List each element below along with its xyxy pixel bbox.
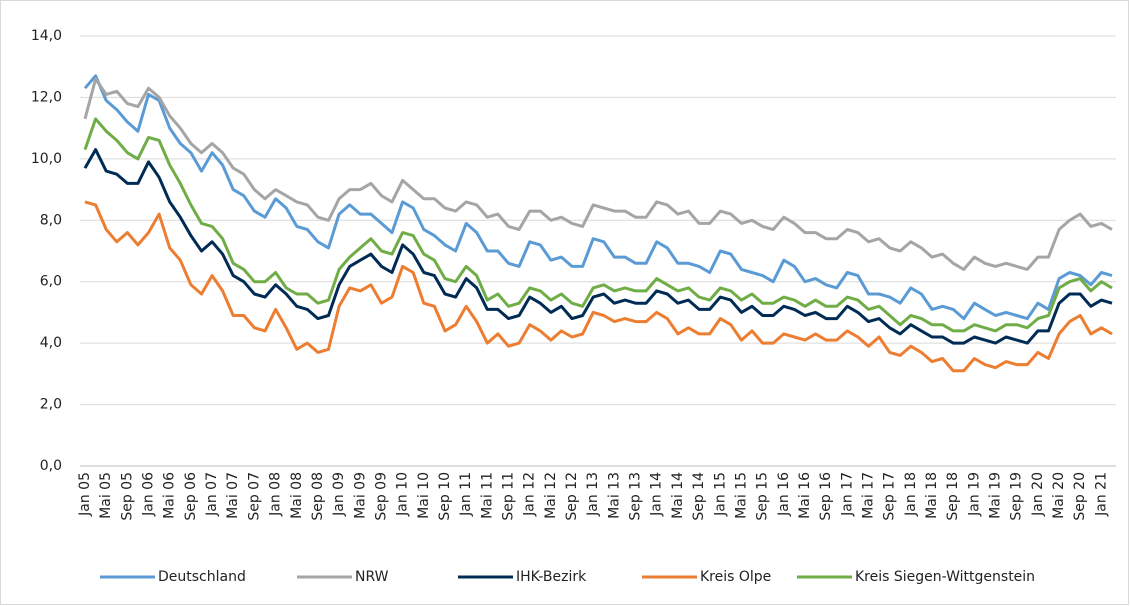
y-tick-label: 4,0 — [40, 335, 62, 351]
x-tick-label: Jan 18 — [903, 472, 919, 517]
x-tick-label: Jan 11 — [458, 472, 474, 517]
x-tick-label: Sep 05 — [119, 472, 135, 521]
y-tick-label: 8,0 — [40, 212, 62, 228]
x-tick-label: Mai 08 — [289, 472, 305, 519]
x-tick-label: Sep 12 — [564, 472, 580, 521]
x-tick-label: Sep 13 — [628, 472, 644, 521]
x-tick-label: Mai 12 — [543, 472, 559, 519]
series-line — [83, 117, 1113, 333]
x-tick-label: Mai 13 — [606, 472, 622, 519]
x-tick-label: Jan 14 — [649, 472, 665, 517]
x-tick-label: Jan 12 — [522, 472, 538, 517]
x-tick-label: Sep 07 — [246, 472, 262, 521]
y-tick-label: 2,0 — [40, 397, 62, 413]
x-tick-label: Jan 17 — [839, 472, 855, 517]
x-tick-label: Sep 19 — [1009, 472, 1025, 521]
y-tick-label: 12,0 — [31, 89, 62, 105]
series-line — [83, 74, 1113, 321]
x-tick-label: Mai 18 — [924, 472, 940, 519]
x-tick-label: Jan 07 — [204, 472, 220, 517]
legend-label: Deutschland — [158, 569, 246, 585]
x-tick-label: Mai 05 — [98, 472, 114, 519]
x-tick-label: Mai 19 — [988, 472, 1004, 519]
x-tick-label: Jan 13 — [585, 472, 601, 517]
x-tick-label: Sep 18 — [945, 472, 961, 521]
x-tick-label: Jan 21 — [1093, 472, 1109, 517]
x-tick-label: Mai 17 — [860, 472, 876, 519]
y-tick-label: 14,0 — [31, 28, 62, 44]
x-tick-label: Mai 16 — [797, 472, 813, 519]
x-tick-label: Mai 06 — [162, 472, 178, 519]
x-tick-label: Jan 20 — [1030, 472, 1046, 517]
x-tick-label: Mai 10 — [416, 472, 432, 519]
x-tick-label: Sep 08 — [310, 472, 326, 521]
x-tick-label: Jan 10 — [395, 472, 411, 517]
x-tick-label: Sep 17 — [882, 472, 898, 521]
y-tick-label: 10,0 — [31, 151, 62, 167]
x-tick-label: Sep 10 — [437, 472, 453, 521]
series-line — [83, 148, 1113, 345]
x-tick-label: Sep 14 — [691, 472, 707, 521]
x-tick-label: Mai 15 — [733, 472, 749, 519]
legend-label: NRW — [355, 569, 389, 585]
x-tick-label: Mai 14 — [670, 472, 686, 519]
x-tick-label: Jan 08 — [268, 472, 284, 517]
y-tick-label: 6,0 — [40, 274, 62, 290]
y-tick-label: 0,0 — [40, 458, 62, 474]
series-line — [84, 200, 1113, 373]
legend-label: IHK-Bezirk — [516, 569, 587, 585]
x-tick-label: Sep 09 — [373, 472, 389, 521]
legend-label: Kreis Siegen-Wittgenstein — [855, 569, 1035, 585]
x-tick-label: Sep 11 — [501, 472, 517, 521]
x-tick-label: Mai 20 — [1051, 472, 1067, 519]
x-tick-label: Jan 09 — [331, 472, 347, 517]
x-tick-label: Mai 11 — [479, 472, 495, 519]
x-tick-label: Sep 06 — [183, 472, 199, 521]
legend-label: Kreis Olpe — [700, 569, 771, 585]
x-tick-label: Jan 05 — [77, 472, 93, 517]
x-tick-label: Sep 16 — [818, 472, 834, 521]
x-tick-label: Mai 07 — [225, 472, 241, 519]
x-tick-label: Jan 15 — [712, 472, 728, 517]
x-tick-label: Sep 20 — [1072, 472, 1088, 521]
x-tick-label: Sep 15 — [755, 472, 771, 521]
series-line — [83, 77, 1113, 271]
x-tick-label: Mai 09 — [352, 472, 368, 519]
x-tick-label: Jan 19 — [966, 472, 982, 517]
x-tick-label: Jan 06 — [141, 472, 157, 517]
x-tick-label: Jan 16 — [776, 472, 792, 517]
